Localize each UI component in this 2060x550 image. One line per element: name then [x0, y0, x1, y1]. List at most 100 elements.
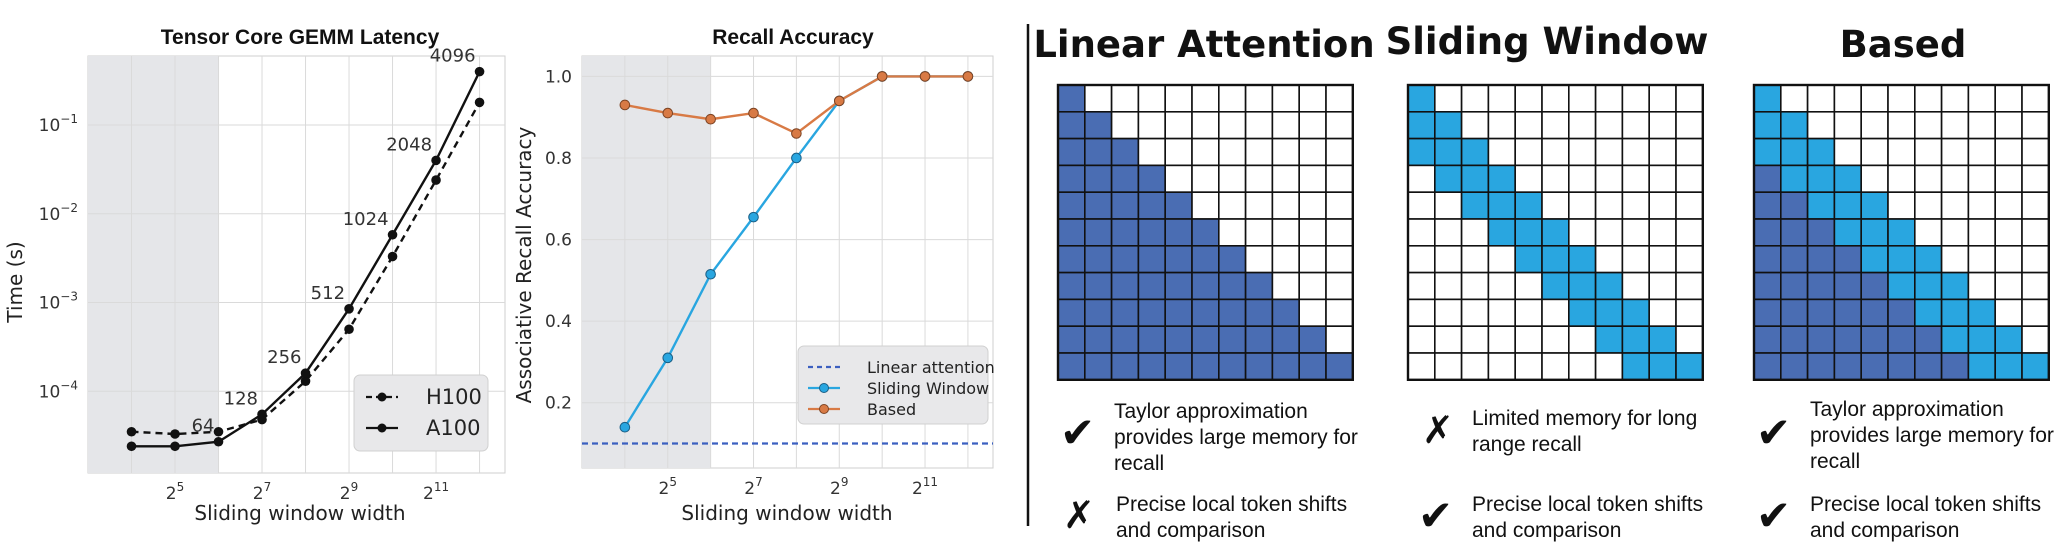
- mask-cell: [1940, 84, 1970, 113]
- mask-cell: [1137, 137, 1167, 167]
- latency-legend: H100 A100: [353, 374, 489, 452]
- based-point-1-line-2: provides large memory for: [1810, 424, 2054, 447]
- mask-cell: [1057, 271, 1086, 301]
- point-sliding-window: [748, 211, 759, 223]
- x-tick-label: 27: [253, 480, 271, 504]
- mask-cell: [1514, 84, 1543, 113]
- based-point-2-line-2: and comparison: [1810, 519, 1959, 542]
- mask-cell: [1191, 298, 1220, 327]
- mask-cell: [1460, 271, 1490, 301]
- mask-cell: [1325, 298, 1354, 327]
- attention-mask-grid-sliding: [1406, 83, 1704, 381]
- mask-cell: [1298, 111, 1327, 140]
- mask-cell: [1994, 271, 2023, 301]
- mask-cell: [1191, 245, 1220, 274]
- mask-cell: [2021, 245, 2050, 274]
- linear-point-1-line-3: recall: [1114, 452, 1164, 475]
- mask-cell: [1833, 84, 1863, 113]
- mask-cell: [1110, 298, 1140, 327]
- shaded-region: [88, 56, 219, 473]
- mask-cell: [1110, 164, 1140, 193]
- mask-cell: [1325, 218, 1354, 247]
- mask-cell: [1648, 137, 1677, 167]
- point-based: [919, 71, 931, 82]
- attention-mask-grid-linear: [1056, 83, 1354, 381]
- mask-cell: [1407, 218, 1436, 247]
- y-tick-label: 0.4: [545, 312, 572, 332]
- mask-cell: [1057, 191, 1086, 220]
- y-tick-label: 0.2: [545, 394, 572, 414]
- point-a100: [257, 409, 267, 420]
- point-h100: [170, 429, 180, 439]
- mask-cell: [1434, 271, 1463, 301]
- mask-cell: [1407, 84, 1436, 113]
- mask-cell: [2021, 298, 2050, 327]
- mask-cell: [1621, 271, 1651, 301]
- mask-cell: [1675, 325, 1704, 354]
- mask-cell: [1621, 111, 1651, 140]
- latency-chart-title: Tensor Core GEMM Latency: [161, 26, 440, 49]
- mask-cell: [1460, 325, 1490, 354]
- mask-cell: [1806, 84, 1836, 113]
- mask-cell: [1675, 191, 1704, 220]
- x-tick-label: 211: [912, 475, 938, 499]
- mask-cell: [1137, 218, 1167, 247]
- mask-cell: [1541, 325, 1570, 354]
- panel-sliding-window: Sliding Window ✗ Limited memory for long…: [1386, 20, 1709, 542]
- mask-cell: [1568, 325, 1597, 354]
- recall-plot-area: 25 27 29 211 0.2 0.4 0.6 0.8 1.0: [545, 55, 994, 499]
- mask-cell: [1806, 164, 1836, 193]
- mask-cell: [1244, 191, 1274, 220]
- point-a100: [213, 436, 224, 447]
- mask-cell: [2021, 271, 2050, 301]
- mask-cell: [1434, 298, 1463, 327]
- mask-cell: [2021, 325, 2050, 354]
- mask-cell: [1648, 218, 1677, 247]
- series-line-h100: [131, 101, 481, 436]
- mask-cell: [1753, 352, 1782, 381]
- point-based: [791, 128, 802, 139]
- legend-h100-label: H100: [426, 385, 482, 409]
- linear-point-1-mark: ✔: [1060, 408, 1095, 457]
- mask-cell: [1648, 164, 1677, 193]
- mask-cell: [1057, 218, 1086, 247]
- y-tick-label: 0.6: [545, 231, 572, 251]
- mask-cell: [1057, 298, 1086, 327]
- mask-cell: [1298, 325, 1327, 354]
- point-h100: [126, 426, 137, 437]
- mask-cell: [1271, 84, 1301, 113]
- point-annotation: 128: [224, 388, 258, 409]
- mask-cell: [1164, 164, 1193, 193]
- mask-cell: [1833, 325, 1863, 354]
- mask-cell: [1434, 137, 1463, 167]
- mask-cell: [1568, 191, 1597, 220]
- mask-cell: [1244, 325, 1274, 354]
- x-tick-label: 25: [659, 475, 677, 499]
- mask-cell: [1806, 245, 1836, 274]
- mask-cell: [1994, 111, 2023, 140]
- mask-cell: [1994, 84, 2023, 113]
- mask-cell: [1487, 271, 1517, 301]
- point-h100: [474, 97, 485, 108]
- mask-cell: [1860, 271, 1889, 301]
- attention-mask-grid-based: [1752, 83, 2050, 381]
- mask-cell: [1244, 137, 1274, 167]
- mask-cell: [1860, 218, 1889, 247]
- recall-chart-title: Recall Accuracy: [712, 26, 874, 49]
- mask-cell: [1110, 325, 1140, 354]
- mask-cell: [1833, 111, 1863, 140]
- mask-cell: [1110, 218, 1140, 247]
- mask-cell: [1271, 245, 1301, 274]
- mask-cell: [1648, 84, 1677, 113]
- mask-cell: [1675, 271, 1704, 301]
- mask-cell: [1541, 137, 1570, 167]
- mask-cell: [1887, 298, 1916, 327]
- mask-cell: [1487, 245, 1517, 274]
- mask-cell: [1860, 111, 1889, 140]
- x-tick-label: 27: [744, 475, 762, 499]
- mask-cell: [1806, 191, 1836, 220]
- mask-cell: [1568, 298, 1597, 327]
- latency-plot-area: 25 27 29 211 10−4 10−3 10−2 10−1 64 128 256 512 1024…: [39, 46, 506, 504]
- mask-cell: [1110, 191, 1140, 220]
- mask-cell: [1460, 84, 1490, 113]
